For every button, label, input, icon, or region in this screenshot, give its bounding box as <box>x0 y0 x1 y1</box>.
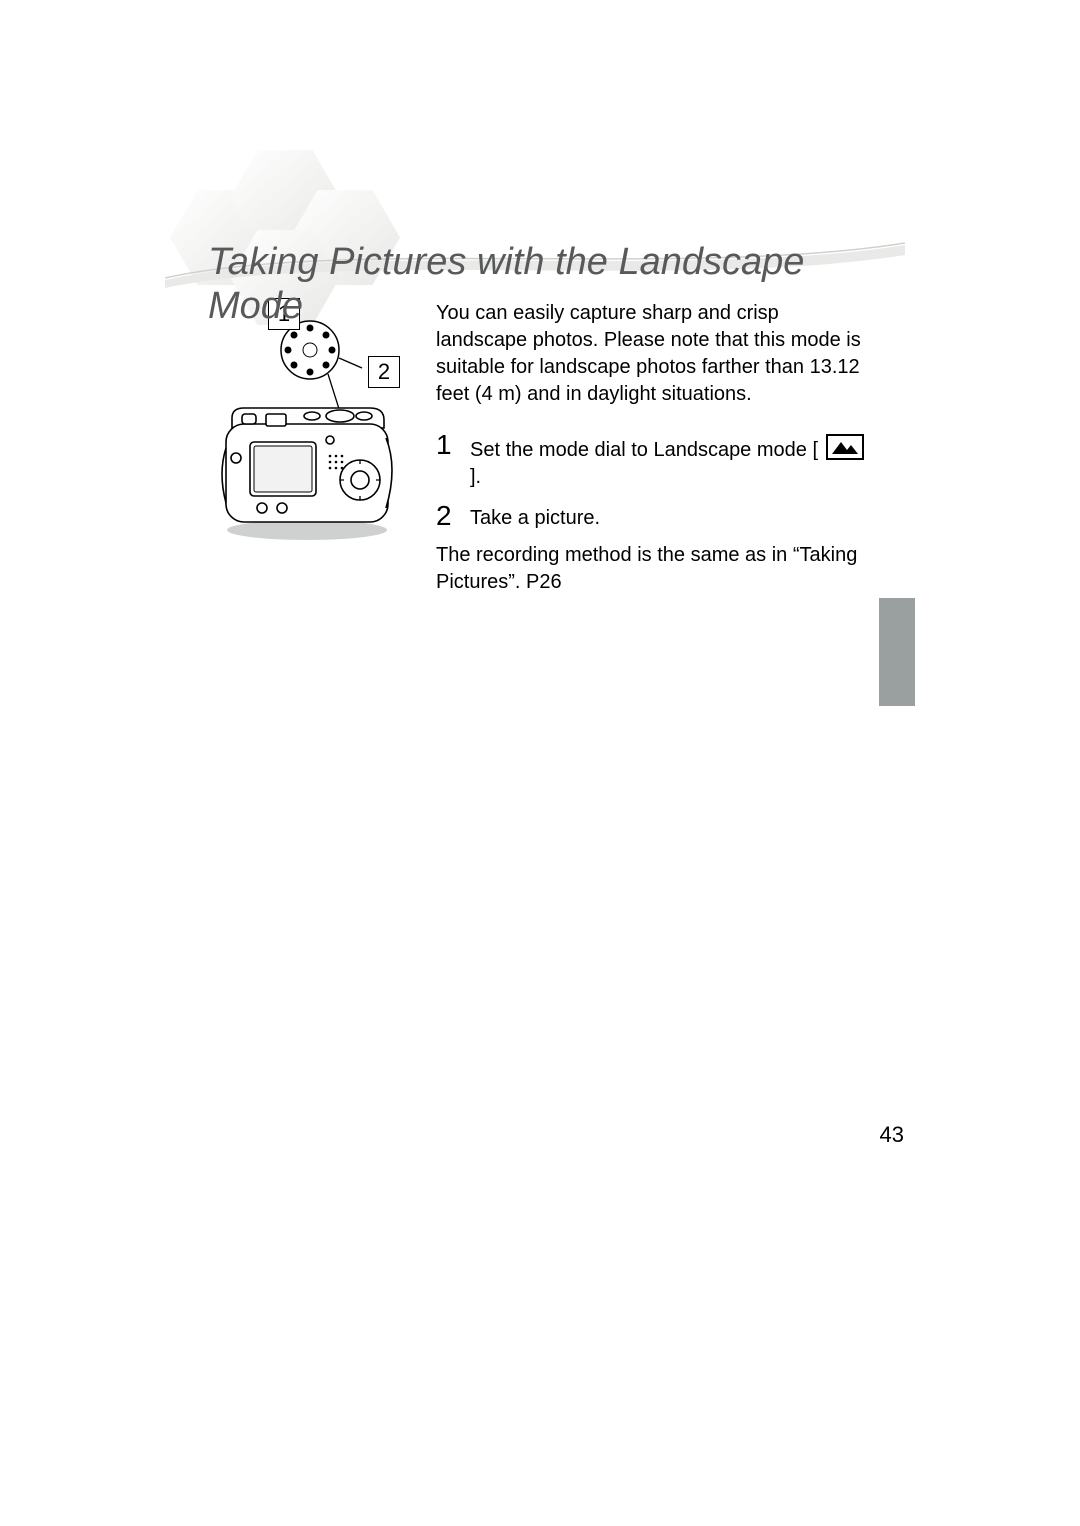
body-text-column: You can easily capture sharp and crisp l… <box>436 300 866 596</box>
footnote: The recording method is the same as in “… <box>436 542 866 596</box>
diagram-callout-2: 2 <box>368 356 400 388</box>
page-number: 43 <box>880 1122 904 1148</box>
step-2-number: 2 <box>436 501 470 530</box>
step-1-number: 1 <box>436 430 470 459</box>
step-1: 1 Set the mode dial to Landscape mode [ … <box>436 430 866 491</box>
landscape-mode-icon <box>826 434 864 460</box>
step-2: 2 Take a picture. <box>436 501 866 532</box>
step-1-text-before: Set the mode dial to Landscape mode [ <box>470 439 818 461</box>
section-tab <box>879 598 915 706</box>
page-title: Taking Pictures with the Landscape Mode <box>208 241 868 328</box>
step-2-text: Take a picture. <box>470 507 600 529</box>
step-1-text-after: ]. <box>470 466 481 488</box>
camera-illustration: 1 2 <box>212 308 402 548</box>
